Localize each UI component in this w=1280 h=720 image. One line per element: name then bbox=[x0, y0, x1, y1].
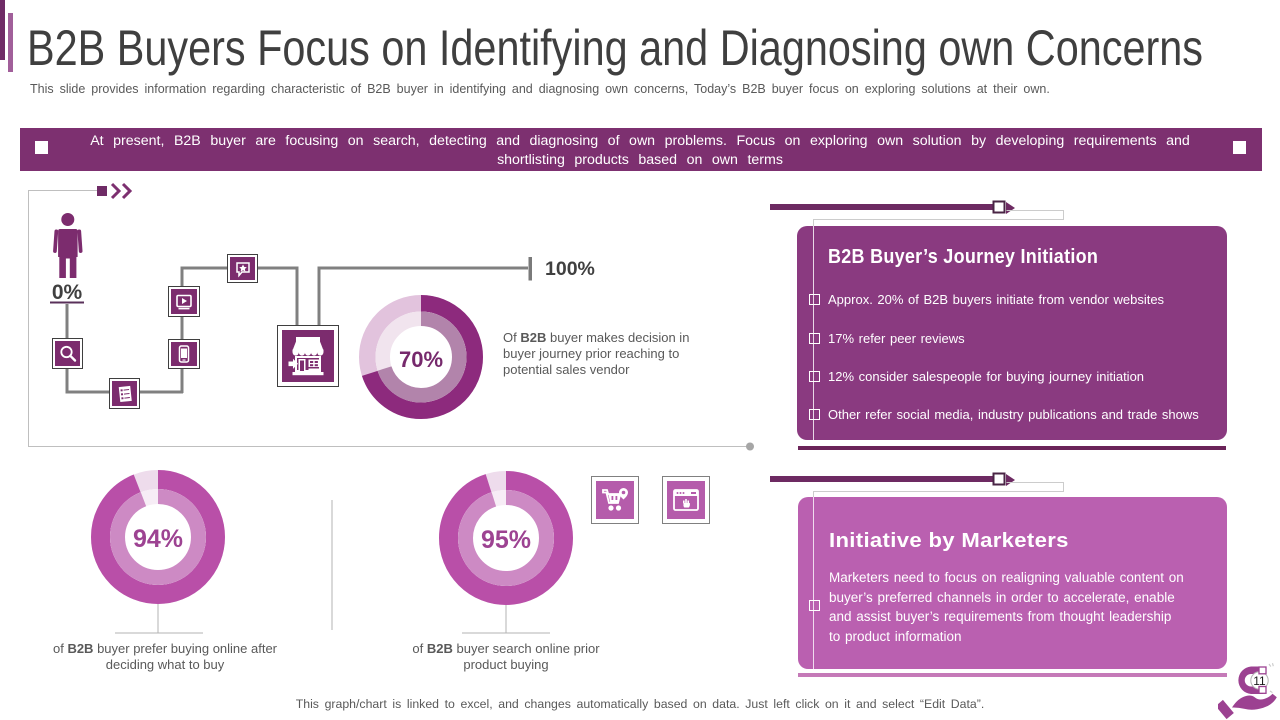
svg-text:11: 11 bbox=[1253, 674, 1266, 688]
